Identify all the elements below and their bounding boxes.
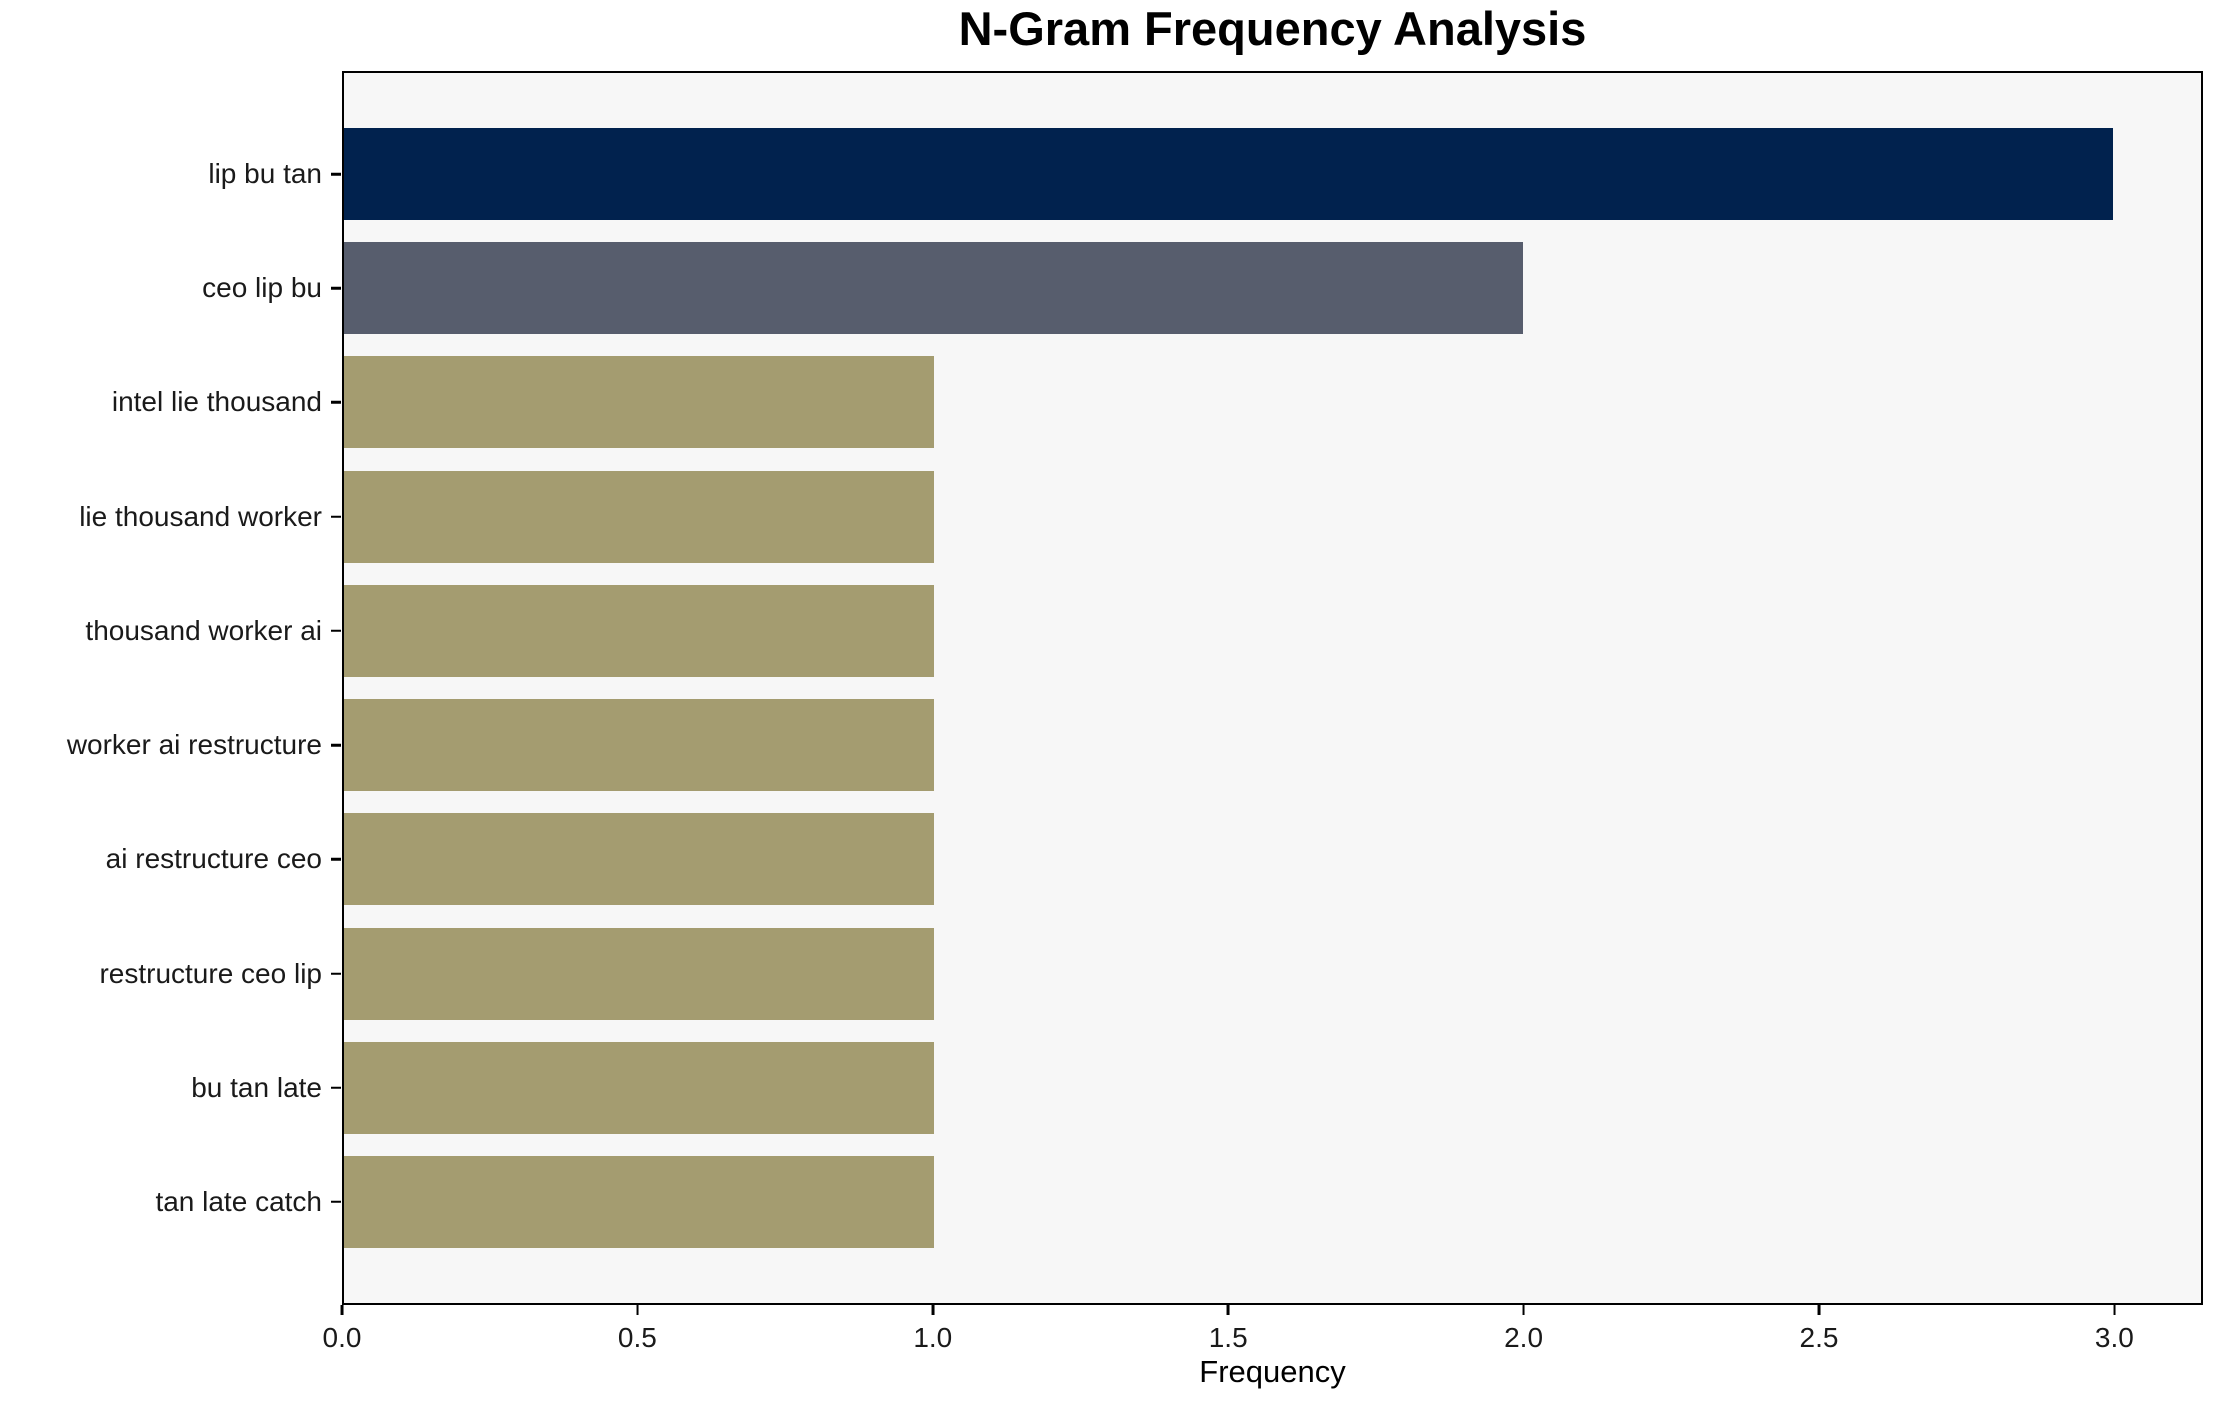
x-tick-mark <box>636 1305 639 1315</box>
y-tick-label: tan late catch <box>155 1185 322 1217</box>
x-tick-mark <box>1522 1305 1525 1315</box>
y-tick-mark <box>331 515 341 518</box>
x-tick: 1.0 <box>913 1305 952 1354</box>
bar <box>344 1041 934 1134</box>
bar-row: restructure ceo lip <box>99 927 2201 1020</box>
y-tick-mark <box>331 172 341 176</box>
x-tick: 0.5 <box>618 1305 657 1354</box>
y-tick-label: thousand worker ai <box>85 614 322 646</box>
x-tick-label: 1.5 <box>1208 1322 1248 1353</box>
x-tick: 1.5 <box>1209 1305 1248 1354</box>
y-tick-label: restructure ceo lip <box>99 957 322 989</box>
y-tick-mark <box>331 286 341 290</box>
y-tick-mark <box>331 972 341 975</box>
bar <box>344 927 934 1020</box>
x-tick: 2.5 <box>1799 1305 1839 1354</box>
bar-row: worker ai restructure <box>67 699 2201 792</box>
x-tick-label: 2.5 <box>1799 1322 1839 1353</box>
x-tick-mark <box>931 1305 935 1315</box>
y-tick-label: bu tan late <box>191 1071 322 1103</box>
y-tick-mark <box>331 401 341 404</box>
x-tick-mark <box>2113 1305 2116 1315</box>
x-tick-mark <box>1226 1305 1230 1315</box>
x-tick: 3.0 <box>2095 1305 2134 1354</box>
y-tick-label: intel lie thousand <box>111 386 322 418</box>
plot-area: lip bu tan ceo lip bu intel lie thousand li… <box>67 71 2203 1305</box>
bar-row: bu tan late <box>191 1041 2201 1134</box>
bars-container: lip bu tan ceo lip bu intel lie thousand li… <box>67 73 2201 1303</box>
x-tick: 2.0 <box>1504 1305 1543 1354</box>
bar-row: intel lie thousand <box>112 356 2201 449</box>
y-tick-label: ceo lip bu <box>202 272 322 304</box>
bar <box>344 699 934 792</box>
x-tick-label: 1.0 <box>913 1322 953 1353</box>
chart-title: N-Gram Frequency Analysis <box>958 2 1587 55</box>
x-tick-label: 2.0 <box>1504 1322 1544 1353</box>
bar-row: tan late catch <box>155 1155 2201 1248</box>
y-tick-mark <box>331 743 341 747</box>
bar-row: lie thousand worker <box>79 470 2201 563</box>
y-tick-mark <box>331 629 341 633</box>
y-tick-label: lip bu tan <box>208 158 322 189</box>
y-tick-mark <box>331 1086 341 1089</box>
bar-row: lip bu tan <box>208 128 2201 220</box>
bar-row: thousand worker ai <box>85 584 2201 677</box>
bar <box>344 128 2113 220</box>
bar-row: ai restructure ceo <box>106 813 2201 906</box>
bar <box>344 1155 934 1248</box>
x-tick-mark <box>1817 1305 1821 1315</box>
y-tick-mark <box>331 858 341 861</box>
x-tick-label: 0.0 <box>322 1322 362 1353</box>
bar <box>344 242 1524 335</box>
y-tick-label: worker ai restructure <box>66 729 322 761</box>
y-tick-label: ai restructure ceo <box>105 843 322 875</box>
x-tick-label: 0.5 <box>617 1322 657 1353</box>
x-tick-mark <box>340 1305 344 1315</box>
bar <box>344 584 934 677</box>
x-tick: 0.0 <box>322 1305 362 1354</box>
y-tick-mark <box>331 1200 341 1204</box>
bar-row: ceo lip bu <box>202 242 2201 335</box>
bar <box>344 470 934 563</box>
y-tick-label: lie thousand worker <box>79 500 322 532</box>
bar <box>344 813 934 906</box>
bar <box>344 356 934 449</box>
x-axis-label: Frequency <box>1199 1354 1346 1389</box>
x-tick-label: 3.0 <box>2094 1322 2134 1353</box>
